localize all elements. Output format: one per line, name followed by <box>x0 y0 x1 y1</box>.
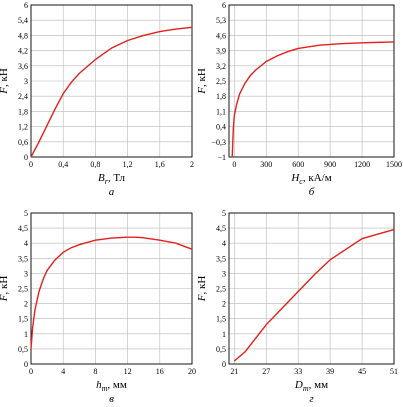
x-tick-label: 51 <box>390 367 398 376</box>
y-tick-label: 6 <box>222 1 226 10</box>
y-tick-label: 4,5 <box>216 224 226 233</box>
y-tick-label: 0,5 <box>18 345 28 354</box>
y-tick-label: 3,2 <box>216 62 226 71</box>
x-tick-label: 0 <box>232 160 236 169</box>
y-tick-label: 1,5 <box>216 315 226 324</box>
plot-frame <box>228 4 395 158</box>
x-axis-label: hm, мм <box>96 379 127 393</box>
y-tick-label: 1,8 <box>18 107 28 116</box>
y-tick-label: 5,3 <box>216 16 226 25</box>
y-tick-label: 0 <box>24 360 28 369</box>
y-tick-label: 2,5 <box>216 77 226 86</box>
x-tick-label: 8 <box>93 367 97 376</box>
y-axis-label: F, кН <box>196 276 208 303</box>
panel-caption: а <box>109 186 115 198</box>
panel-caption: в <box>109 393 114 405</box>
x-tick-label: 1,6 <box>155 160 165 169</box>
y-tick-label: 4,5 <box>18 224 28 233</box>
x-tick-label: 300 <box>260 160 272 169</box>
x-tick-label: 0,8 <box>90 160 100 169</box>
x-tick-label: 21 <box>230 367 238 376</box>
x-tick-label: 2 <box>190 160 194 169</box>
x-tick-label: 600 <box>292 160 304 169</box>
x-tick-label: 45 <box>358 367 366 376</box>
y-tick-label: 3,5 <box>216 254 226 263</box>
x-tick-label: 900 <box>324 160 336 169</box>
y-tick-label: 0,5 <box>216 345 226 354</box>
y-tick-label: 5 <box>222 209 226 218</box>
x-tick-label: 16 <box>156 367 164 376</box>
y-tick-label: 0 <box>24 153 28 162</box>
x-tick-label: 1500 <box>386 160 402 169</box>
chart-panel-а: 0 0,6 1,2 1,8 2,4 3 3,6 4,2 4,8 5,4 6 0 0,4 0,8 1,2 1,6… <box>0 1 194 198</box>
panel-caption: г <box>309 393 314 405</box>
data-series-line <box>30 236 193 349</box>
y-tick-label: 3,6 <box>18 62 28 71</box>
y-tick-label: 4 <box>222 239 226 248</box>
y-tick-label: 1,1 <box>216 107 226 116</box>
y-axis-label: F, кН <box>0 68 10 95</box>
y-tick-label: −1 <box>217 153 226 162</box>
y-tick-label: 1,8 <box>216 92 226 101</box>
y-axis-label: F, кН <box>196 68 208 95</box>
data-series-line <box>233 228 395 362</box>
y-tick-label: −0,3 <box>211 138 226 147</box>
y-tick-label: 6 <box>24 1 28 10</box>
x-axis-label: Br, Тл <box>98 172 126 186</box>
x-tick-label: 27 <box>262 367 270 376</box>
y-tick-label: 0 <box>222 360 226 369</box>
y-tick-label: 4,8 <box>18 31 28 40</box>
y-axis-label: F, кН <box>0 276 10 303</box>
y-tick-label: 0,6 <box>18 138 28 147</box>
y-tick-label: 4,2 <box>18 47 28 56</box>
x-tick-label: 0 <box>29 367 33 376</box>
y-tick-label: 3,5 <box>18 254 28 263</box>
x-tick-label: 0,4 <box>58 160 68 169</box>
x-tick-label: 0 <box>29 160 33 169</box>
y-tick-label: 2,5 <box>18 285 28 294</box>
y-tick-label: 1 <box>24 330 28 339</box>
x-tick-label: 33 <box>294 367 302 376</box>
x-tick-label: 4 <box>61 367 65 376</box>
y-tick-label: 1,2 <box>18 123 28 132</box>
y-tick-label: 3 <box>222 269 226 278</box>
y-tick-label: 2 <box>24 300 28 309</box>
plot-frame <box>30 4 193 158</box>
chart-panel-г: 0 0,5 1 1,5 2 2,5 3 3,5 4 4,5 5 21 27 33 39 45 51 Dm, мм F… <box>196 209 398 405</box>
x-tick-label: 1200 <box>354 160 370 169</box>
y-tick-label: 1,5 <box>18 315 28 324</box>
chart-panel-б: −1 −0,3 0,4 1,1 1,8 2,5 3,2 3,9 4,6 5,3 6 0 300 600 90… <box>196 1 402 198</box>
y-tick-label: 2,5 <box>216 285 226 294</box>
y-tick-label: 3 <box>24 269 28 278</box>
x-axis-label: Dm, мм <box>294 379 328 393</box>
y-tick-label: 1 <box>222 330 226 339</box>
x-tick-label: 12 <box>124 367 132 376</box>
panel-caption: б <box>309 186 315 198</box>
y-tick-label: 4 <box>24 239 28 248</box>
x-tick-label: 1,2 <box>123 160 133 169</box>
y-tick-label: 5 <box>24 209 28 218</box>
y-tick-label: 3,9 <box>216 47 226 56</box>
y-tick-label: 4,6 <box>216 31 226 40</box>
y-tick-label: 3 <box>24 77 28 86</box>
x-tick-label: 20 <box>188 367 196 376</box>
y-tick-label: 2 <box>222 300 226 309</box>
y-tick-label: 5,4 <box>18 16 28 25</box>
y-tick-label: 0,4 <box>216 123 226 132</box>
data-series-line <box>30 26 193 158</box>
y-tick-label: 2,4 <box>18 92 28 101</box>
data-series-line <box>231 41 395 158</box>
chart-panel-в: 0 0,5 1 1,5 2 2,5 3 3,5 4 4,5 5 0 4 8 12 16 20 hm, мм F, к… <box>0 209 196 405</box>
x-tick-label: 39 <box>326 367 334 376</box>
plot-frame <box>30 212 193 365</box>
plot-frame <box>228 212 395 365</box>
x-axis-label: Hc, кА/м <box>290 172 331 186</box>
